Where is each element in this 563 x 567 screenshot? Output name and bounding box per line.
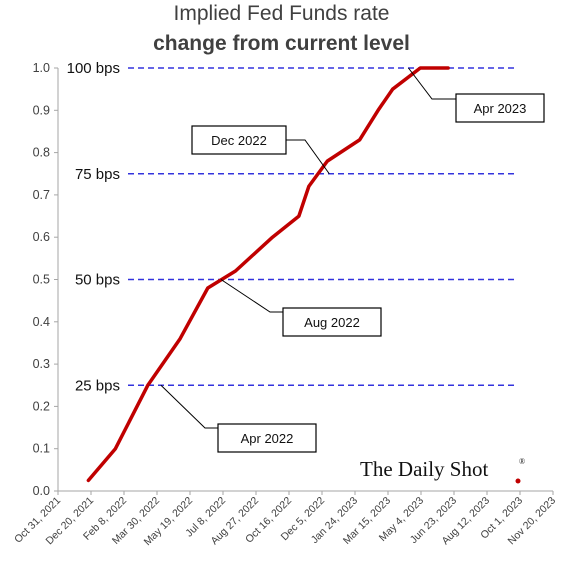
y-tick-label: 0.5 (33, 273, 50, 287)
callout-leader (160, 384, 218, 429)
y-tick-label: 0.6 (33, 230, 50, 244)
callout-label: Aug 2022 (304, 315, 360, 330)
callout-label: Apr 2023 (474, 101, 527, 116)
reference-line-label: 75 bps (75, 166, 120, 183)
series-line (86, 66, 450, 483)
brand-logo: The Daily Shot ® (360, 457, 525, 484)
callout-label: Apr 2022 (241, 431, 294, 446)
callout: Apr 2022 (160, 384, 317, 453)
reference-line-label: 50 bps (75, 272, 120, 289)
brand-name: The Daily Shot (360, 457, 488, 481)
reference-line-label: 25 bps (75, 377, 120, 394)
y-axis: 0.0 0.1 0.2 0.3 0.4 0.5 0.6 0.7 0.8 0.9 1.0 (33, 61, 59, 498)
callout-box (191, 125, 287, 155)
y-tick-label: 0.8 (33, 146, 50, 160)
brand-mark: ® (519, 457, 525, 466)
callout-leader (286, 139, 330, 175)
series-layer (86, 66, 450, 483)
y-tick-label: 0.7 (33, 188, 50, 202)
reference-lines: 25 bps 50 bps 75 bps 100 bps (67, 60, 517, 394)
brand-dot (515, 478, 521, 484)
reference-line-label: 100 bps (67, 60, 120, 77)
callout-leader (408, 67, 456, 100)
callout-label: Dec 2022 (211, 133, 267, 148)
chart-title: Implied Fed Funds rate (173, 2, 390, 25)
y-tick-label: 0.9 (33, 103, 50, 117)
callouts: Apr 2022 Aug 2022 Dec 2022 Apr 2023 (160, 67, 545, 453)
callout: Apr 2023 (408, 67, 545, 123)
y-tick-label: 0.1 (33, 442, 50, 456)
callout-box (455, 93, 545, 123)
chart-subtitle: change from current level (153, 32, 410, 55)
y-tick-label: 0.3 (33, 357, 50, 371)
callout: Dec 2022 (191, 125, 330, 175)
callout-box (217, 423, 317, 453)
y-tick-label: 0.0 (33, 484, 50, 498)
callout: Aug 2022 (220, 279, 382, 337)
y-tick-label: 0.2 (33, 399, 50, 413)
y-tick-label: 0.4 (33, 315, 50, 329)
callout-box (282, 307, 382, 337)
y-tick-label: 1.0 (33, 61, 50, 75)
callout-leader (220, 279, 283, 313)
